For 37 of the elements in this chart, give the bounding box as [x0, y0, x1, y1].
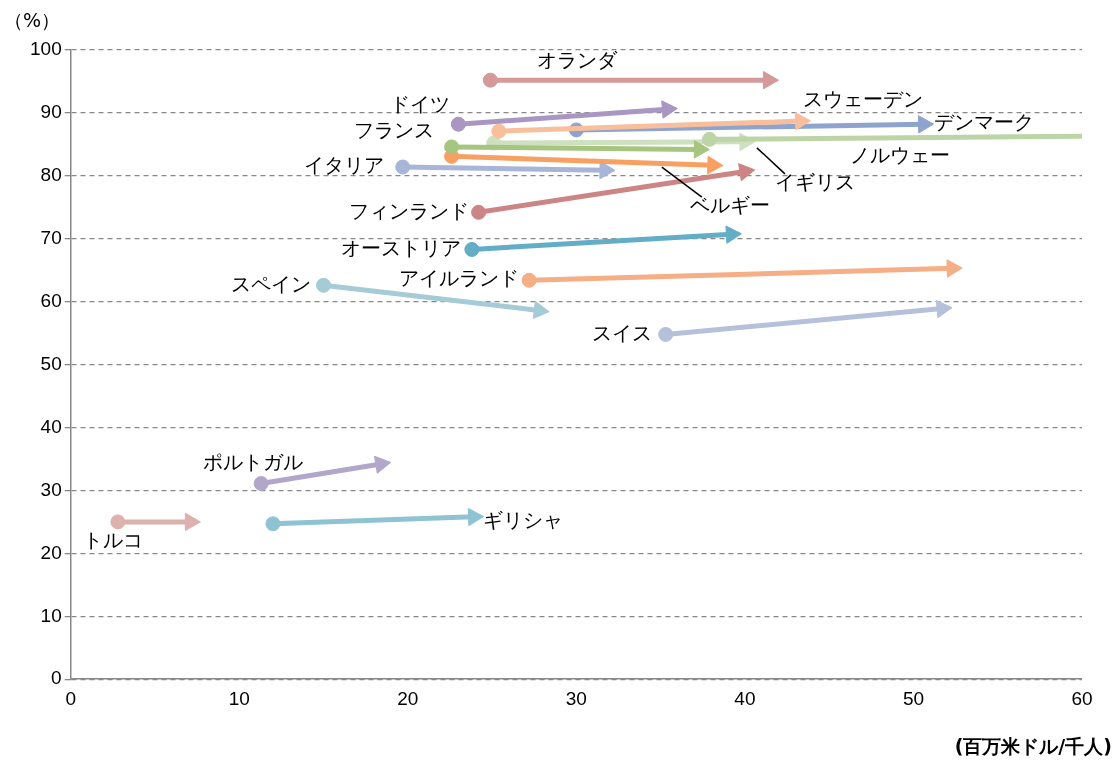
- y-tick-label: 0: [51, 667, 62, 689]
- series-label: フランス: [353, 118, 434, 143]
- series-label: フィンランド: [348, 198, 469, 223]
- y-tick-label: 100: [30, 38, 62, 60]
- series-label: イタリア: [303, 153, 384, 178]
- x-axis-title: (百万米ドル/千人): [954, 734, 1112, 759]
- y-tick-label: 40: [40, 415, 62, 437]
- y-tick-label: 70: [40, 226, 62, 248]
- y-tick-label: 20: [40, 541, 62, 563]
- series-label: ギリシャ: [482, 508, 563, 533]
- series-label: スイス: [591, 320, 652, 345]
- series-label: スペイン: [230, 271, 311, 296]
- series-label: イギリス: [774, 170, 855, 195]
- series-label: デンマーク: [933, 110, 1034, 135]
- y-tick-label: 30: [40, 478, 62, 500]
- y-tick-label: 50: [40, 352, 62, 374]
- series-label: ベルギー: [689, 193, 770, 218]
- series-label: ドイツ: [390, 92, 451, 117]
- series-label: ポルトガル: [203, 449, 304, 474]
- series-label: オランダ: [537, 48, 619, 73]
- x-tick-label: 50: [902, 687, 925, 709]
- y-tick-label: 10: [40, 604, 62, 626]
- y-tick-label: 90: [40, 101, 62, 123]
- series-label: スウェーデン: [802, 87, 923, 112]
- x-tick-label: 30: [565, 687, 587, 709]
- x-tick-label: 20: [397, 687, 419, 709]
- series-label: ノルウェー: [849, 142, 950, 167]
- y-tick-label: 60: [40, 289, 62, 311]
- x-tick-label: 0: [65, 687, 76, 709]
- x-tick-label: 60: [1071, 687, 1093, 709]
- x-tick-label: 10: [228, 687, 250, 709]
- series-label: オーストリア: [340, 235, 461, 260]
- y-axis-title: （%）: [4, 8, 61, 33]
- series-label: トルコ: [82, 528, 143, 553]
- y-tick-label: 80: [40, 164, 62, 186]
- x-tick-label: 40: [734, 687, 756, 709]
- series-label: アイルランド: [399, 266, 520, 291]
